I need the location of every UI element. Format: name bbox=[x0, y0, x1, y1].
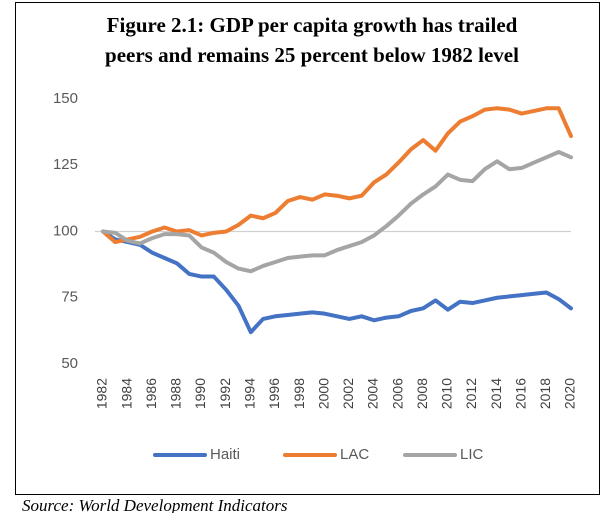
x-tick-label: 2016 bbox=[512, 378, 528, 409]
y-tick-label: 100 bbox=[53, 222, 78, 239]
x-tick-label: 2012 bbox=[463, 378, 479, 409]
source-note: Source: World Development Indicators bbox=[22, 496, 288, 513]
x-tick-label: 2010 bbox=[439, 378, 455, 409]
x-tick-label: 2020 bbox=[562, 378, 578, 409]
x-tick-label: 2006 bbox=[389, 378, 405, 409]
legend-label: LIC bbox=[460, 446, 484, 463]
chart-title: peers and remains 25 percent below 1982 … bbox=[105, 43, 519, 67]
x-tick-label: 1998 bbox=[291, 378, 307, 409]
y-tick-label: 75 bbox=[61, 289, 78, 306]
x-tick-label: 1992 bbox=[217, 378, 233, 409]
x-tick-label: 1996 bbox=[266, 378, 282, 409]
x-tick-label: 2018 bbox=[537, 378, 553, 409]
x-tick-label: 2002 bbox=[340, 378, 356, 409]
x-tick-label: 2000 bbox=[315, 378, 331, 409]
line-series bbox=[101, 150, 573, 274]
chart-title: Figure 2.1: GDP per capita growth has tr… bbox=[107, 13, 518, 37]
x-tick-label: 2008 bbox=[414, 378, 430, 409]
x-tick-label: 2004 bbox=[365, 378, 381, 409]
x-tick-label: 2014 bbox=[488, 378, 504, 409]
x-tick-label: 1986 bbox=[143, 378, 159, 409]
y-tick-label: 150 bbox=[53, 90, 78, 107]
x-tick-label: 1994 bbox=[241, 378, 257, 409]
x-tick-label: 1984 bbox=[118, 378, 134, 409]
line-series bbox=[101, 106, 573, 245]
x-tick-label: 1990 bbox=[192, 378, 208, 409]
y-tick-label: 50 bbox=[61, 355, 78, 372]
legend-label: Haiti bbox=[210, 446, 240, 463]
y-tick-label: 125 bbox=[53, 156, 78, 173]
figure-border bbox=[15, 2, 600, 495]
line-series bbox=[101, 229, 573, 335]
x-tick-label: 1982 bbox=[94, 378, 110, 409]
legend-label: LAC bbox=[340, 446, 369, 463]
x-tick-label: 1988 bbox=[168, 378, 184, 409]
